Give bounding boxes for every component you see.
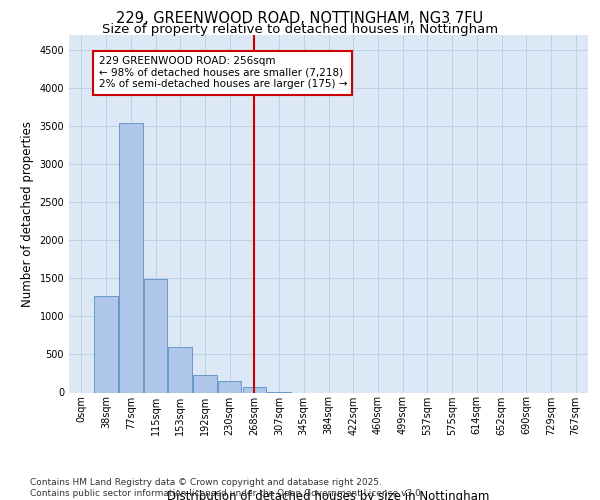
Bar — [94, 296, 118, 392]
Bar — [169, 347, 192, 393]
Bar — [218, 380, 241, 392]
Bar — [144, 279, 167, 392]
Y-axis label: Number of detached properties: Number of detached properties — [21, 120, 34, 306]
X-axis label: Distribution of detached houses by size in Nottingham: Distribution of detached houses by size … — [167, 490, 490, 500]
Text: Contains HM Land Registry data © Crown copyright and database right 2025.
Contai: Contains HM Land Registry data © Crown c… — [30, 478, 424, 498]
Text: 229 GREENWOOD ROAD: 256sqm
← 98% of detached houses are smaller (7,218)
2% of se: 229 GREENWOOD ROAD: 256sqm ← 98% of deta… — [98, 56, 347, 90]
Text: Size of property relative to detached houses in Nottingham: Size of property relative to detached ho… — [102, 22, 498, 36]
Bar — [119, 123, 143, 392]
Bar — [193, 375, 217, 392]
Text: 229, GREENWOOD ROAD, NOTTINGHAM, NG3 7FU: 229, GREENWOOD ROAD, NOTTINGHAM, NG3 7FU — [116, 11, 484, 26]
Bar — [242, 387, 266, 392]
